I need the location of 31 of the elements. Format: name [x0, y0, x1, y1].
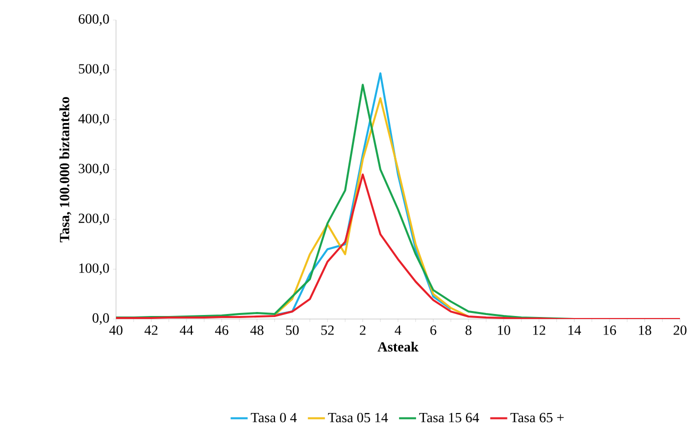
y-tick-label: 0,0	[92, 313, 109, 325]
x-tick-label: 46	[215, 326, 228, 335]
x-tick-label: 40	[109, 326, 122, 335]
x-tick-label: 42	[144, 326, 158, 335]
y-tick-label: 600,0	[78, 14, 109, 26]
x-tick-label: 44	[180, 326, 194, 335]
x-tick-label: 4	[394, 326, 402, 335]
x-tick-label: 52	[321, 326, 334, 335]
line-series	[274, 97, 470, 318]
x-tick-label: 2	[360, 326, 366, 335]
x-tick-label: 48	[250, 326, 264, 335]
x-tick-label: 18	[639, 326, 652, 335]
y-tick-label: 300,0	[78, 164, 109, 176]
legend-label: Tasa 05 14	[328, 412, 388, 422]
legend-label: Tasa 15 64	[419, 412, 480, 422]
x-tick-label: 14	[568, 326, 582, 335]
x-axis-title: Asteak	[378, 342, 419, 352]
x-tick-label: 8	[466, 326, 472, 335]
legend-label: Tasa 65 +	[510, 412, 564, 422]
x-tick-label: 16	[604, 326, 616, 335]
y-tick-label: 500,0	[78, 64, 109, 76]
y-tick-label: 100,0	[79, 263, 109, 275]
x-tick-label: 50	[286, 326, 299, 335]
x-tick-label: 20	[674, 326, 686, 335]
x-tick-label: 12	[533, 326, 546, 335]
legend-label: Tasa 0 4	[250, 412, 297, 422]
x-tick-label: 6	[430, 326, 436, 335]
y-axis-title: Tasa, 100.000 biztanteko	[59, 97, 72, 242]
y-tick-label: 200,0	[78, 214, 109, 226]
x-tick-label: 10	[498, 326, 510, 335]
y-tick-label: 400,0	[78, 114, 109, 126]
